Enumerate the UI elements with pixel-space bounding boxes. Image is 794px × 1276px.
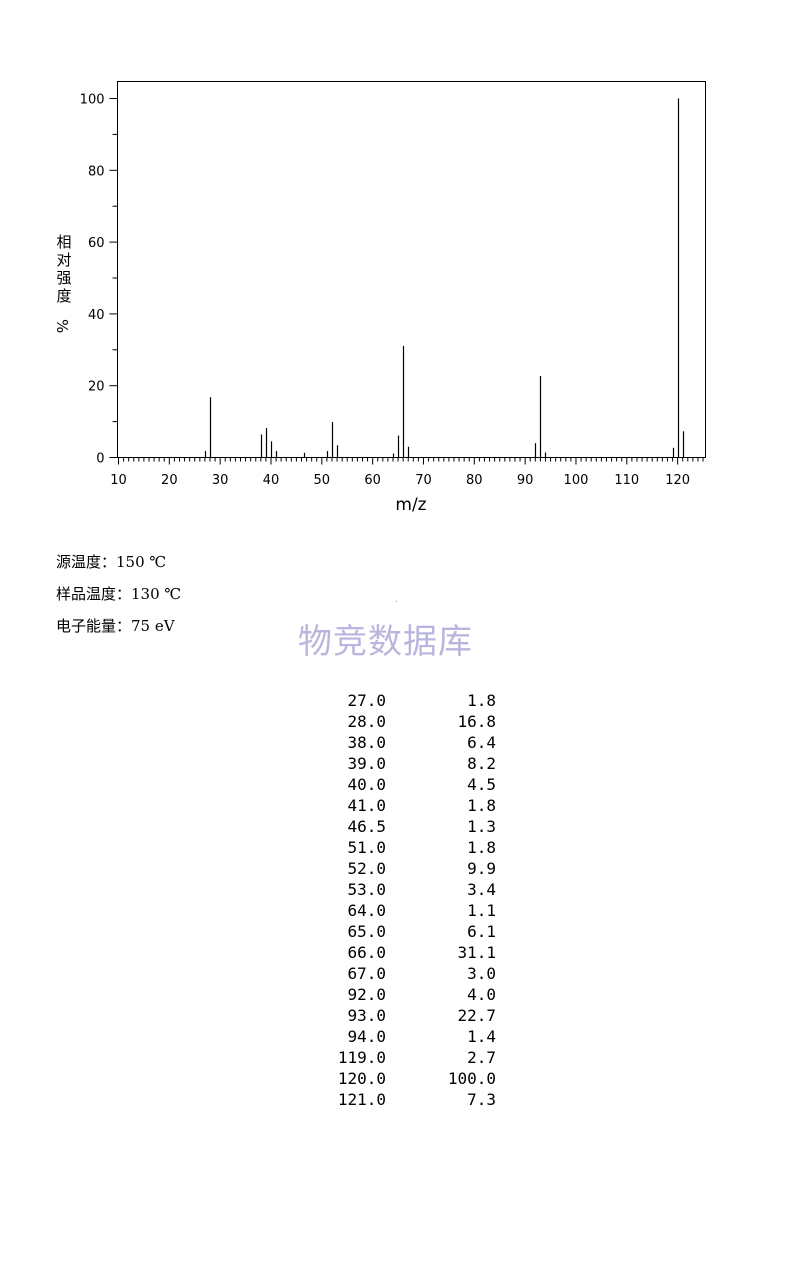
table-row: 27.0 1.8 xyxy=(320,690,496,711)
x-tick-label: 50 xyxy=(314,473,331,488)
peak-mz: 65.0 xyxy=(347,922,386,941)
peak-mz: 51.0 xyxy=(347,838,386,857)
x-tick-label: 70 xyxy=(415,473,432,488)
peak-intensity: 1.8 xyxy=(467,838,496,857)
y-tick-label: 80 xyxy=(88,164,105,179)
peak-intensity: 2.7 xyxy=(467,1048,496,1067)
peak-intensity: 6.4 xyxy=(467,733,496,752)
peak-intensity: 9.9 xyxy=(467,859,496,878)
peak-mz: 93.0 xyxy=(347,1006,386,1025)
table-row: 92.0 4.0 xyxy=(320,984,496,1005)
peak-mz: 40.0 xyxy=(347,775,386,794)
sample-temperature: 样品温度：130 ℃ xyxy=(56,585,182,603)
y-tick-label: 40 xyxy=(88,308,105,323)
x-tick-label: 30 xyxy=(212,473,229,488)
x-tick-label: 90 xyxy=(517,473,534,488)
table-row: 28.0 16.8 xyxy=(320,711,496,732)
peak-mz: 94.0 xyxy=(347,1027,386,1046)
peak-mz: 52.0 xyxy=(347,859,386,878)
peak-mz: 64.0 xyxy=(347,901,386,920)
peak-mz: 92.0 xyxy=(347,985,386,1004)
x-tick-label: 120 xyxy=(665,473,690,488)
peak-intensity: 31.1 xyxy=(457,943,496,962)
peak-mz: 46.5 xyxy=(347,817,386,836)
peak-intensity: 3.4 xyxy=(467,880,496,899)
x-tick-label: 80 xyxy=(466,473,483,488)
peak-intensity: 1.4 xyxy=(467,1027,496,1046)
y-tick-label: 20 xyxy=(88,380,105,395)
table-row: 119.0 2.7 xyxy=(320,1047,496,1068)
y-tick-label: 60 xyxy=(88,236,105,251)
watermark: 物竞数据库 xyxy=(298,622,473,662)
x-tick-label: 10 xyxy=(110,473,127,488)
x-tick-label: 40 xyxy=(263,473,280,488)
dot-mark xyxy=(396,601,397,602)
table-row: 93.0 22.7 xyxy=(320,1005,496,1026)
x-tick-label: 110 xyxy=(614,473,639,488)
table-row: 53.0 3.4 xyxy=(320,879,496,900)
table-row: 66.0 31.1 xyxy=(320,942,496,963)
x-tick-label: 100 xyxy=(564,473,589,488)
peak-intensity: 1.8 xyxy=(467,691,496,710)
peak-mz: 41.0 xyxy=(347,796,386,815)
y-tick-label: 0 xyxy=(96,452,104,467)
table-row: 40.0 4.5 xyxy=(320,774,496,795)
peak-mz: 67.0 xyxy=(347,964,386,983)
plot-frame xyxy=(117,81,706,458)
table-row: 121.0 7.3 xyxy=(320,1089,496,1110)
peak-mz: 28.0 xyxy=(347,712,386,731)
table-row: 64.0 1.1 xyxy=(320,900,496,921)
peak-mz: 53.0 xyxy=(347,880,386,899)
peak-intensity: 16.8 xyxy=(457,712,496,731)
peak-mz: 119.0 xyxy=(337,1048,386,1067)
table-row: 41.0 1.8 xyxy=(320,795,496,816)
table-row: 46.5 1.3 xyxy=(320,816,496,837)
table-row: 52.0 9.9 xyxy=(320,858,496,879)
peak-intensity: 3.0 xyxy=(467,964,496,983)
spectrum-peaks xyxy=(204,98,685,458)
peak-intensity: 4.5 xyxy=(467,775,496,794)
y-axis-ticks: 0 20 40 60 80 100 xyxy=(80,93,118,467)
table-row: 51.0 1.8 xyxy=(320,837,496,858)
peak-mz: 121.0 xyxy=(337,1090,386,1109)
electron-energy: 电子能量：75 eV xyxy=(56,617,175,635)
y-tick-label: 100 xyxy=(80,93,105,108)
peak-intensity: 1.1 xyxy=(467,901,496,920)
x-axis-ticks: 10 20 30 40 50 60 70 80 90 100 110 120 xyxy=(110,457,704,488)
peak-intensity: 22.7 xyxy=(457,1006,496,1025)
table-row: 94.0 1.4 xyxy=(320,1026,496,1047)
peak-intensity: 100.0 xyxy=(447,1069,496,1088)
table-row: 39.0 8.2 xyxy=(320,753,496,774)
peak-mz: 27.0 xyxy=(347,691,386,710)
peak-intensity: 4.0 xyxy=(467,985,496,1004)
table-row: 67.0 3.0 xyxy=(320,963,496,984)
peak-mz: 38.0 xyxy=(347,733,386,752)
peak-mz: 39.0 xyxy=(347,754,386,773)
x-tick-label: 60 xyxy=(364,473,381,488)
peak-intensity: 1.3 xyxy=(467,817,496,836)
y-axis-label: 相对强度% xyxy=(53,233,72,333)
peak-intensity: 1.8 xyxy=(467,796,496,815)
peak-intensity: 8.2 xyxy=(467,754,496,773)
peak-mz: 66.0 xyxy=(347,943,386,962)
table-row: 38.0 6.4 xyxy=(320,732,496,753)
mass-spectrum-chart: 10 20 30 40 50 60 70 80 90 100 110 120 0 20 40 60 80 100… xyxy=(53,81,706,515)
table-row: 120.0 100.0 xyxy=(320,1068,496,1089)
table-row: 65.0 6.1 xyxy=(320,921,496,942)
peak-intensity: 6.1 xyxy=(467,922,496,941)
peak-table: 27.0 1.8 28.0 16.8 38.0 6.4 39.0 8.2 40.0 4.5 41.0… xyxy=(320,690,496,1110)
x-tick-label: 20 xyxy=(161,473,178,488)
source-temperature: 源温度：150 ℃ xyxy=(56,553,167,571)
x-axis-label: m/z xyxy=(395,495,426,515)
peak-mz: 120.0 xyxy=(337,1069,386,1088)
peak-intensity: 7.3 xyxy=(467,1090,496,1109)
